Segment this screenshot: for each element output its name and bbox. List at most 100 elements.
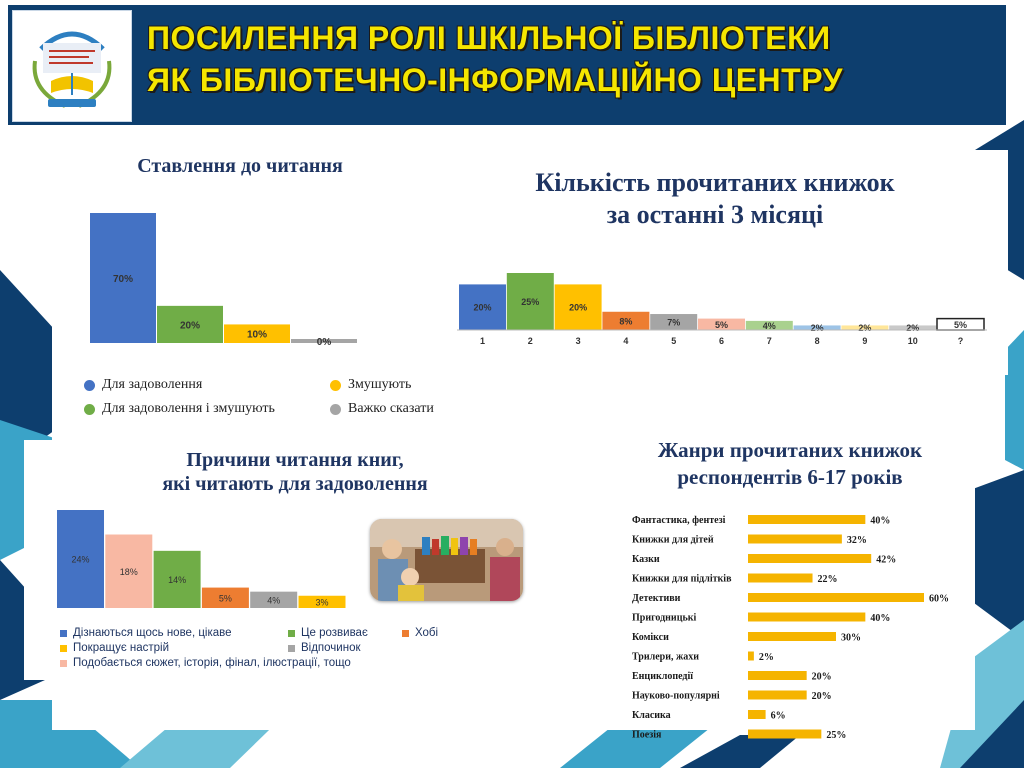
bar (698, 318, 745, 330)
data-label: 20% (180, 320, 200, 331)
legend-item-forced: Змушують (330, 377, 411, 393)
tick-label: 8 (815, 336, 820, 346)
category-label: Трилери, жахи (632, 652, 699, 663)
legend-item-for-pleasure: Для задоволення (84, 377, 202, 393)
data-label: 5% (219, 593, 232, 603)
category-label: Поезія (632, 730, 662, 741)
legend-label: Для задоволення (102, 377, 203, 392)
category-label: Книжки для підлітків (632, 574, 732, 585)
bar (748, 671, 807, 680)
legend-swatch-green (288, 629, 295, 637)
legend-swatch-yellow (60, 644, 67, 652)
tick-label: ? (958, 336, 964, 346)
legend-item-hard-to-say: Важко сказати (330, 401, 434, 417)
bar (748, 729, 822, 739)
data-label: 2% (759, 652, 774, 663)
data-label: 2% (858, 323, 871, 333)
chart1-title: Ставлення до читання (137, 155, 343, 177)
bar (291, 339, 357, 343)
chart3-title-line2: які читають для задоволення (162, 473, 428, 495)
bar (745, 320, 793, 330)
legend-item-mood: Покращує настрій (60, 642, 169, 654)
data-label: 18% (120, 567, 138, 577)
legend-swatch-peach (60, 659, 67, 667)
data-label: 30% (841, 633, 861, 644)
data-label: 20% (569, 303, 587, 313)
data-label: 14% (168, 575, 186, 585)
legend-label: Хобі (415, 627, 439, 639)
bar (153, 550, 201, 608)
chart3-legend: Дізнаються щось нове, цікаве Це розвиває… (60, 627, 460, 677)
category-label: Енциклопедії (632, 671, 693, 682)
legend-swatch-blue (60, 629, 67, 637)
legend-item-rest: Відпочинок (288, 642, 361, 654)
chart4-title-line2: респондентів 6-17 років (677, 465, 903, 489)
legend-label: Важко сказати (348, 401, 434, 416)
bar (841, 325, 889, 330)
page-title-line2: ЯК БІБЛІОТЕЧНО-ІНФОРМАЦІЙНО ЦЕНТРУ (147, 62, 844, 98)
data-label: 8% (619, 316, 632, 326)
data-label: 25% (826, 730, 846, 741)
bar (748, 690, 807, 700)
chart4-genres: Фантастика, фентезі 40% Книжки для дітей 32… (632, 515, 949, 741)
bar (793, 325, 841, 330)
legend-item-plot: Подобається сюжет, історія, фінал, ілюст… (60, 657, 351, 669)
data-label: 70% (113, 274, 133, 285)
legend-swatch-gray (330, 403, 341, 415)
data-label: 2% (811, 323, 824, 333)
category-label: Книжки для дітей (632, 535, 714, 546)
data-label: 3% (315, 597, 328, 607)
tick-label: 3 (576, 336, 581, 346)
chart1-legend: Для задоволення Змушують Для задоволення… (84, 377, 464, 427)
data-label: 20% (473, 303, 491, 313)
legend-swatch-gray (288, 644, 295, 652)
legend-item-both: Для задоволення і змушують (84, 401, 275, 417)
tick-label: 1 (480, 336, 485, 346)
category-label: Детективи (632, 593, 681, 604)
data-label: 24% (71, 555, 89, 565)
legend-swatch-orange (402, 629, 409, 637)
data-label: 40% (870, 516, 890, 527)
legend-swatch-blue (84, 379, 95, 391)
bar (554, 284, 602, 330)
bar (105, 534, 153, 608)
data-label: 10% (247, 330, 267, 341)
legend-label: Подобається сюжет, історія, фінал, ілюст… (73, 657, 351, 669)
bar (748, 651, 754, 661)
library-photo (370, 519, 523, 601)
chart2-books-read: 20% 1 25% 2 20% 3 8% 4 7% 5 5% 6 4% 7 2% 8 2% 9 2% 10 5%? (457, 273, 987, 346)
data-label: 22% (818, 574, 838, 585)
legend-label: Дізнаються щось нове, цікаве (73, 627, 232, 639)
data-label: 5% (715, 320, 728, 330)
page-title-line1: ПОСИЛЕННЯ РОЛІ ШКІЛЬНОЇ БІБЛІОТЕКИ (147, 20, 831, 56)
legend-item-develops: Це розвиває (288, 627, 368, 639)
bar (298, 595, 346, 608)
tick-label: 7 (767, 336, 772, 346)
data-label: 32% (847, 535, 867, 546)
header-banner (8, 5, 1006, 125)
bar (748, 632, 836, 641)
data-label: 42% (876, 555, 896, 566)
tick-label: 6 (719, 336, 724, 346)
data-label: 20% (812, 672, 832, 683)
bar (748, 534, 842, 544)
legend-label: Відпочинок (301, 642, 361, 654)
data-label: 4% (763, 321, 776, 331)
chart4-title-line1: Жанри прочитаних книжок (657, 438, 923, 462)
data-label: 20% (812, 691, 832, 702)
data-label: 40% (870, 613, 890, 624)
bar (889, 325, 937, 330)
legend-swatch-yellow (330, 379, 341, 391)
bar (602, 311, 650, 330)
data-label: 4% (267, 595, 280, 605)
bar (90, 213, 156, 343)
bar (650, 314, 698, 330)
data-label: 60% (929, 594, 949, 605)
data-label: 7% (667, 318, 680, 328)
data-label: 0% (317, 337, 332, 348)
data-label: 5% (954, 320, 967, 330)
legend-label: Покращує настрій (73, 642, 170, 654)
tick-label: 10 (908, 336, 918, 346)
bar (748, 573, 813, 583)
category-label: Комікси (632, 632, 669, 643)
